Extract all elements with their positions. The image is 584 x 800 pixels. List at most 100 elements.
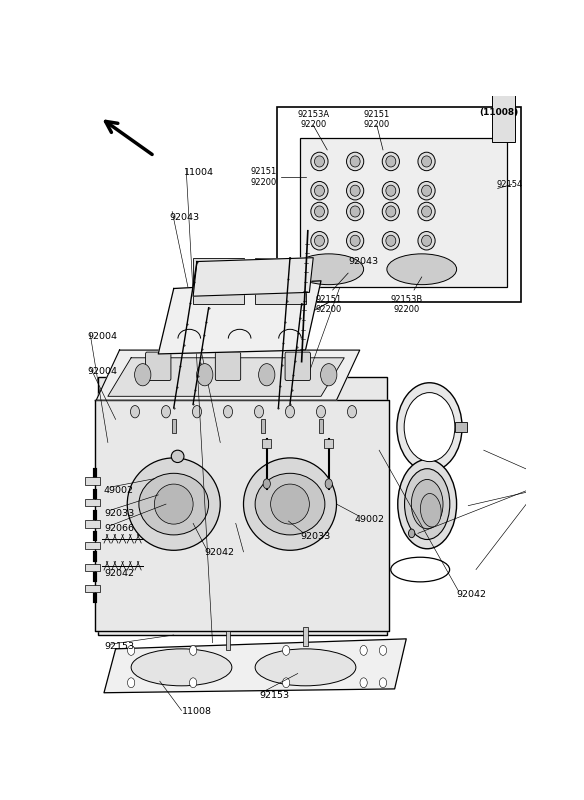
Text: 92153: 92153 (259, 690, 289, 699)
Text: 11004: 11004 (184, 168, 214, 177)
Ellipse shape (350, 206, 360, 217)
Ellipse shape (418, 152, 435, 170)
Ellipse shape (314, 235, 325, 246)
Text: 92153A
92200: 92153A 92200 (297, 110, 329, 130)
Ellipse shape (311, 152, 328, 170)
Text: 92004: 92004 (87, 332, 117, 341)
Ellipse shape (383, 152, 399, 170)
Text: 92042: 92042 (457, 590, 486, 599)
Bar (324, 438, 333, 448)
Circle shape (380, 646, 387, 655)
Circle shape (408, 529, 415, 538)
Ellipse shape (346, 182, 364, 200)
Ellipse shape (411, 479, 443, 529)
Bar (303, 627, 308, 646)
Circle shape (224, 406, 232, 418)
Polygon shape (104, 639, 406, 693)
Ellipse shape (131, 649, 232, 686)
Bar (319, 419, 323, 433)
Bar (277, 106, 521, 302)
Bar (98, 377, 387, 635)
Circle shape (255, 406, 263, 418)
Bar (262, 438, 272, 448)
Circle shape (286, 406, 294, 418)
Circle shape (259, 364, 275, 386)
Ellipse shape (386, 206, 396, 217)
Ellipse shape (346, 231, 364, 250)
Text: 49002: 49002 (104, 486, 134, 494)
Text: 11008: 11008 (182, 707, 211, 717)
Circle shape (321, 364, 337, 386)
Circle shape (134, 364, 151, 386)
Text: 92066: 92066 (104, 524, 134, 534)
Ellipse shape (386, 235, 396, 246)
Circle shape (360, 678, 367, 688)
Ellipse shape (270, 484, 310, 524)
Ellipse shape (311, 182, 328, 200)
Circle shape (197, 364, 213, 386)
Circle shape (283, 646, 290, 655)
Ellipse shape (294, 254, 364, 285)
Ellipse shape (386, 156, 396, 167)
Ellipse shape (139, 474, 208, 535)
Text: 92153B
92200: 92153B 92200 (390, 294, 422, 314)
Ellipse shape (418, 231, 435, 250)
Ellipse shape (255, 649, 356, 686)
Ellipse shape (386, 185, 396, 196)
Circle shape (283, 678, 290, 688)
Ellipse shape (127, 458, 220, 550)
Bar (226, 631, 230, 650)
Ellipse shape (244, 458, 336, 550)
Ellipse shape (311, 202, 328, 221)
Polygon shape (108, 358, 344, 396)
FancyBboxPatch shape (285, 352, 311, 381)
Ellipse shape (418, 202, 435, 221)
Ellipse shape (346, 152, 364, 170)
Ellipse shape (405, 469, 450, 539)
FancyBboxPatch shape (215, 352, 241, 381)
Circle shape (189, 678, 197, 688)
Ellipse shape (383, 202, 399, 221)
Bar (193, 258, 244, 304)
Circle shape (127, 646, 135, 655)
Ellipse shape (346, 202, 364, 221)
Bar (255, 258, 305, 304)
Ellipse shape (398, 459, 457, 549)
Bar (261, 419, 265, 433)
Ellipse shape (422, 206, 432, 217)
Text: MotoRepublik: MotoRepublik (261, 409, 365, 424)
Ellipse shape (154, 484, 193, 524)
Ellipse shape (350, 185, 360, 196)
Ellipse shape (171, 450, 184, 462)
Text: 92043: 92043 (348, 257, 378, 266)
Polygon shape (158, 281, 321, 354)
Polygon shape (193, 258, 313, 296)
Polygon shape (96, 350, 360, 400)
Circle shape (360, 646, 367, 655)
Polygon shape (95, 400, 389, 631)
Circle shape (130, 406, 140, 418)
Bar (300, 138, 507, 287)
Ellipse shape (420, 494, 441, 527)
Bar (456, 422, 467, 432)
Text: ®: ® (322, 424, 333, 434)
Bar (85, 499, 100, 506)
Text: 92042: 92042 (104, 569, 134, 578)
Ellipse shape (422, 156, 432, 167)
Text: 92153: 92153 (104, 642, 134, 651)
Circle shape (325, 479, 332, 489)
Ellipse shape (350, 156, 360, 167)
Text: (11008): (11008) (479, 108, 519, 118)
Ellipse shape (311, 231, 328, 250)
Ellipse shape (387, 254, 457, 285)
Circle shape (347, 406, 356, 418)
Ellipse shape (383, 231, 399, 250)
Circle shape (404, 393, 455, 462)
Bar (85, 542, 100, 550)
Circle shape (161, 406, 171, 418)
Bar (85, 563, 100, 571)
Text: 92151
92200: 92151 92200 (364, 110, 390, 130)
Text: 92042: 92042 (205, 548, 235, 557)
Ellipse shape (255, 474, 325, 535)
Ellipse shape (314, 156, 325, 167)
